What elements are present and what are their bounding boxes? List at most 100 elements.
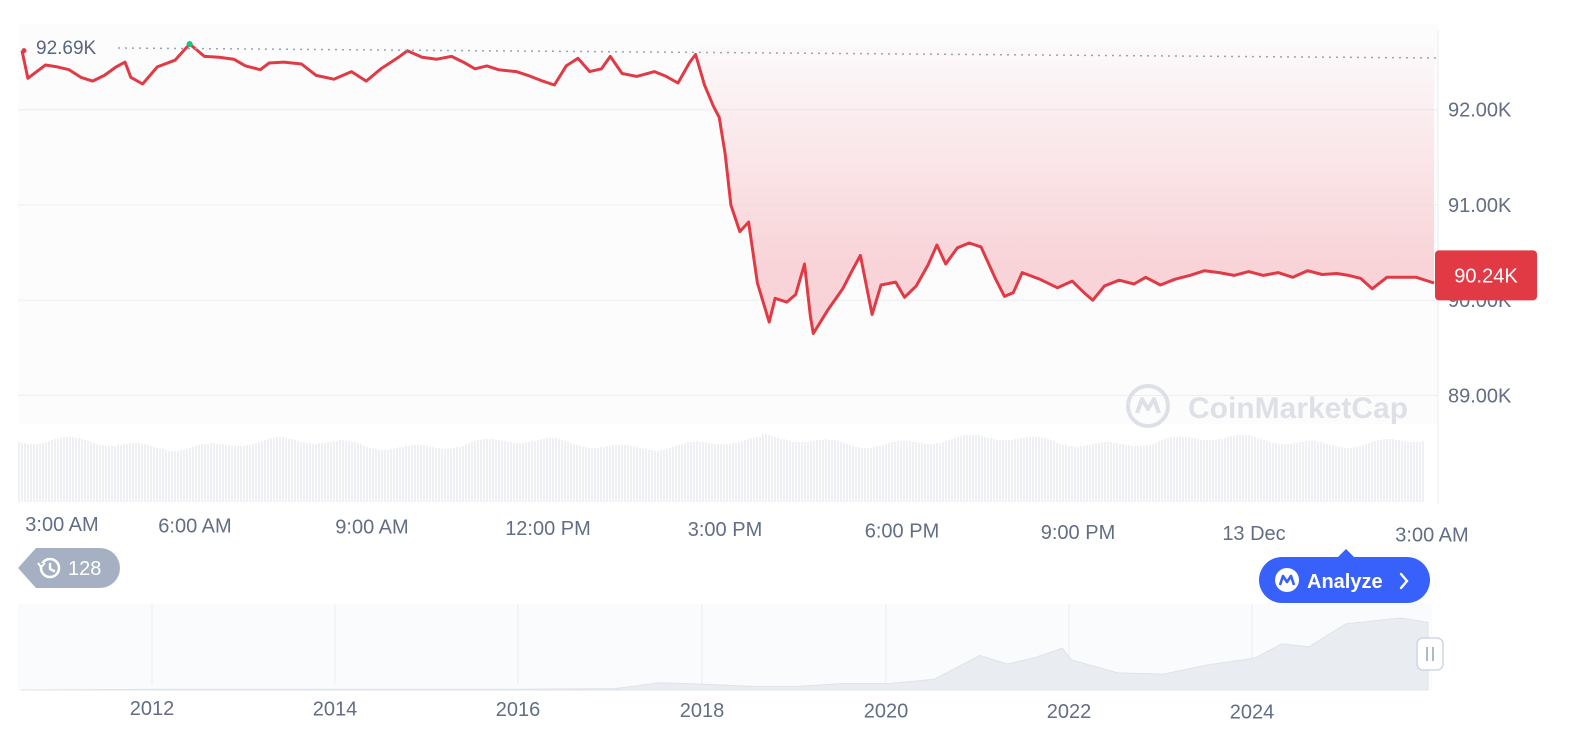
- volume-bar: [1392, 439, 1394, 502]
- x-tick-label: 9:00 PM: [1041, 522, 1115, 544]
- volume-bar: [753, 438, 755, 502]
- volume-bar: [1182, 437, 1184, 502]
- volume-bar: [954, 438, 956, 502]
- volume-bar: [663, 450, 665, 502]
- volume-bar: [243, 446, 245, 502]
- volume-bar: [69, 437, 71, 502]
- volume-bar: [1413, 442, 1415, 502]
- history-icon: [37, 557, 61, 579]
- analyze-button[interactable]: Analyze: [1259, 549, 1430, 603]
- navigator-year-label: 2018: [680, 700, 725, 722]
- volume-bar: [1218, 439, 1220, 502]
- history-pill[interactable]: 128: [18, 548, 120, 588]
- volume-bar: [414, 445, 416, 502]
- volume-bar: [738, 442, 740, 502]
- volume-bar: [1080, 446, 1082, 502]
- volume-bar: [96, 444, 98, 502]
- volume-bar: [1371, 442, 1373, 502]
- volume-bar: [1263, 440, 1265, 502]
- x-tick-label: 9:00 AM: [335, 517, 408, 539]
- volume-bar: [1194, 438, 1196, 502]
- volume-bar: [951, 439, 953, 502]
- volume-bar: [588, 448, 590, 502]
- volume-bar: [483, 439, 485, 502]
- watermark: CoinMarketCap: [1126, 384, 1408, 428]
- volume-bar: [1233, 436, 1235, 502]
- volume-bar: [1278, 444, 1280, 502]
- volume-bar: [330, 442, 332, 502]
- volume-bar: [231, 446, 233, 502]
- volume-bar: [42, 443, 44, 502]
- volume-bar: [339, 440, 341, 502]
- volume-bar: [1416, 442, 1418, 502]
- volume-bar: [567, 442, 569, 502]
- volume-bar: [321, 443, 323, 502]
- volume-bar: [519, 443, 521, 502]
- volume-bar: [66, 437, 68, 502]
- volume-bar: [126, 444, 128, 502]
- volume-bar: [1251, 436, 1253, 502]
- volume-bar: [309, 443, 311, 502]
- high-price-label: 92.69K: [36, 38, 97, 59]
- volume-bar: [366, 447, 368, 502]
- volume-bar: [855, 447, 857, 502]
- volume-bar: [882, 445, 884, 502]
- volume-bar: [816, 440, 818, 502]
- volume-bar: [201, 444, 203, 502]
- volume-bar: [1293, 443, 1295, 502]
- last-price-label: 90.24K: [1454, 265, 1518, 287]
- drag-handle-icon[interactable]: [1416, 637, 1444, 671]
- volume-bar: [645, 449, 647, 502]
- volume-bar: [687, 442, 689, 502]
- volume-bar: [105, 446, 107, 502]
- range-navigator[interactable]: 2012 2014 2016 2018 2020 2022 2024: [18, 604, 1444, 724]
- volume-bar: [876, 446, 878, 502]
- volume-bar: [669, 448, 671, 502]
- volume-bar: [180, 450, 182, 502]
- volume-bar: [708, 443, 710, 502]
- volume-bar: [1308, 441, 1310, 502]
- volume-bar: [840, 442, 842, 502]
- volume-bar: [1044, 438, 1046, 502]
- volume-bar: [618, 445, 620, 502]
- volume-bar: [1377, 440, 1379, 502]
- volume-bar: [318, 443, 320, 502]
- volume-bar: [84, 440, 86, 502]
- volume-bar: [918, 443, 920, 502]
- volume-bar: [1038, 437, 1040, 502]
- volume-bar: [600, 447, 602, 502]
- volume-bar: [1065, 445, 1067, 502]
- volume-bar: [966, 435, 968, 502]
- volume-bar: [471, 442, 473, 502]
- volume-bar: [144, 444, 146, 502]
- volume-bar: [1047, 439, 1049, 502]
- volume-bar: [1260, 439, 1262, 502]
- coinmarketcap-logo-icon: [1126, 384, 1170, 428]
- volume-bar: [612, 445, 614, 502]
- volume-bar: [690, 442, 692, 502]
- volume-bar: [561, 440, 563, 502]
- volume-bar: [99, 445, 101, 502]
- volume-bar: [420, 445, 422, 502]
- volume-bar: [1032, 437, 1034, 502]
- x-tick-label: 6:00 PM: [865, 521, 939, 543]
- volume-bar: [444, 449, 446, 502]
- volume-bar: [1074, 447, 1076, 502]
- volume-bar: [1398, 440, 1400, 502]
- volume-bar: [525, 442, 527, 502]
- volume-bar: [657, 451, 659, 502]
- history-count: 128: [68, 558, 101, 580]
- volume-bar: [729, 444, 731, 502]
- analyze-button-label: Analyze: [1307, 571, 1383, 593]
- volume-bar: [276, 437, 278, 502]
- volume-bar: [1422, 441, 1424, 502]
- volume-bar: [606, 446, 608, 502]
- volume-bar: [615, 445, 617, 502]
- volume-bar: [1383, 439, 1385, 502]
- volume-bar: [1008, 440, 1010, 502]
- volume-bar: [948, 440, 950, 502]
- volume-bar: [351, 442, 353, 502]
- volume-bar: [165, 450, 167, 502]
- volume-bar: [138, 443, 140, 502]
